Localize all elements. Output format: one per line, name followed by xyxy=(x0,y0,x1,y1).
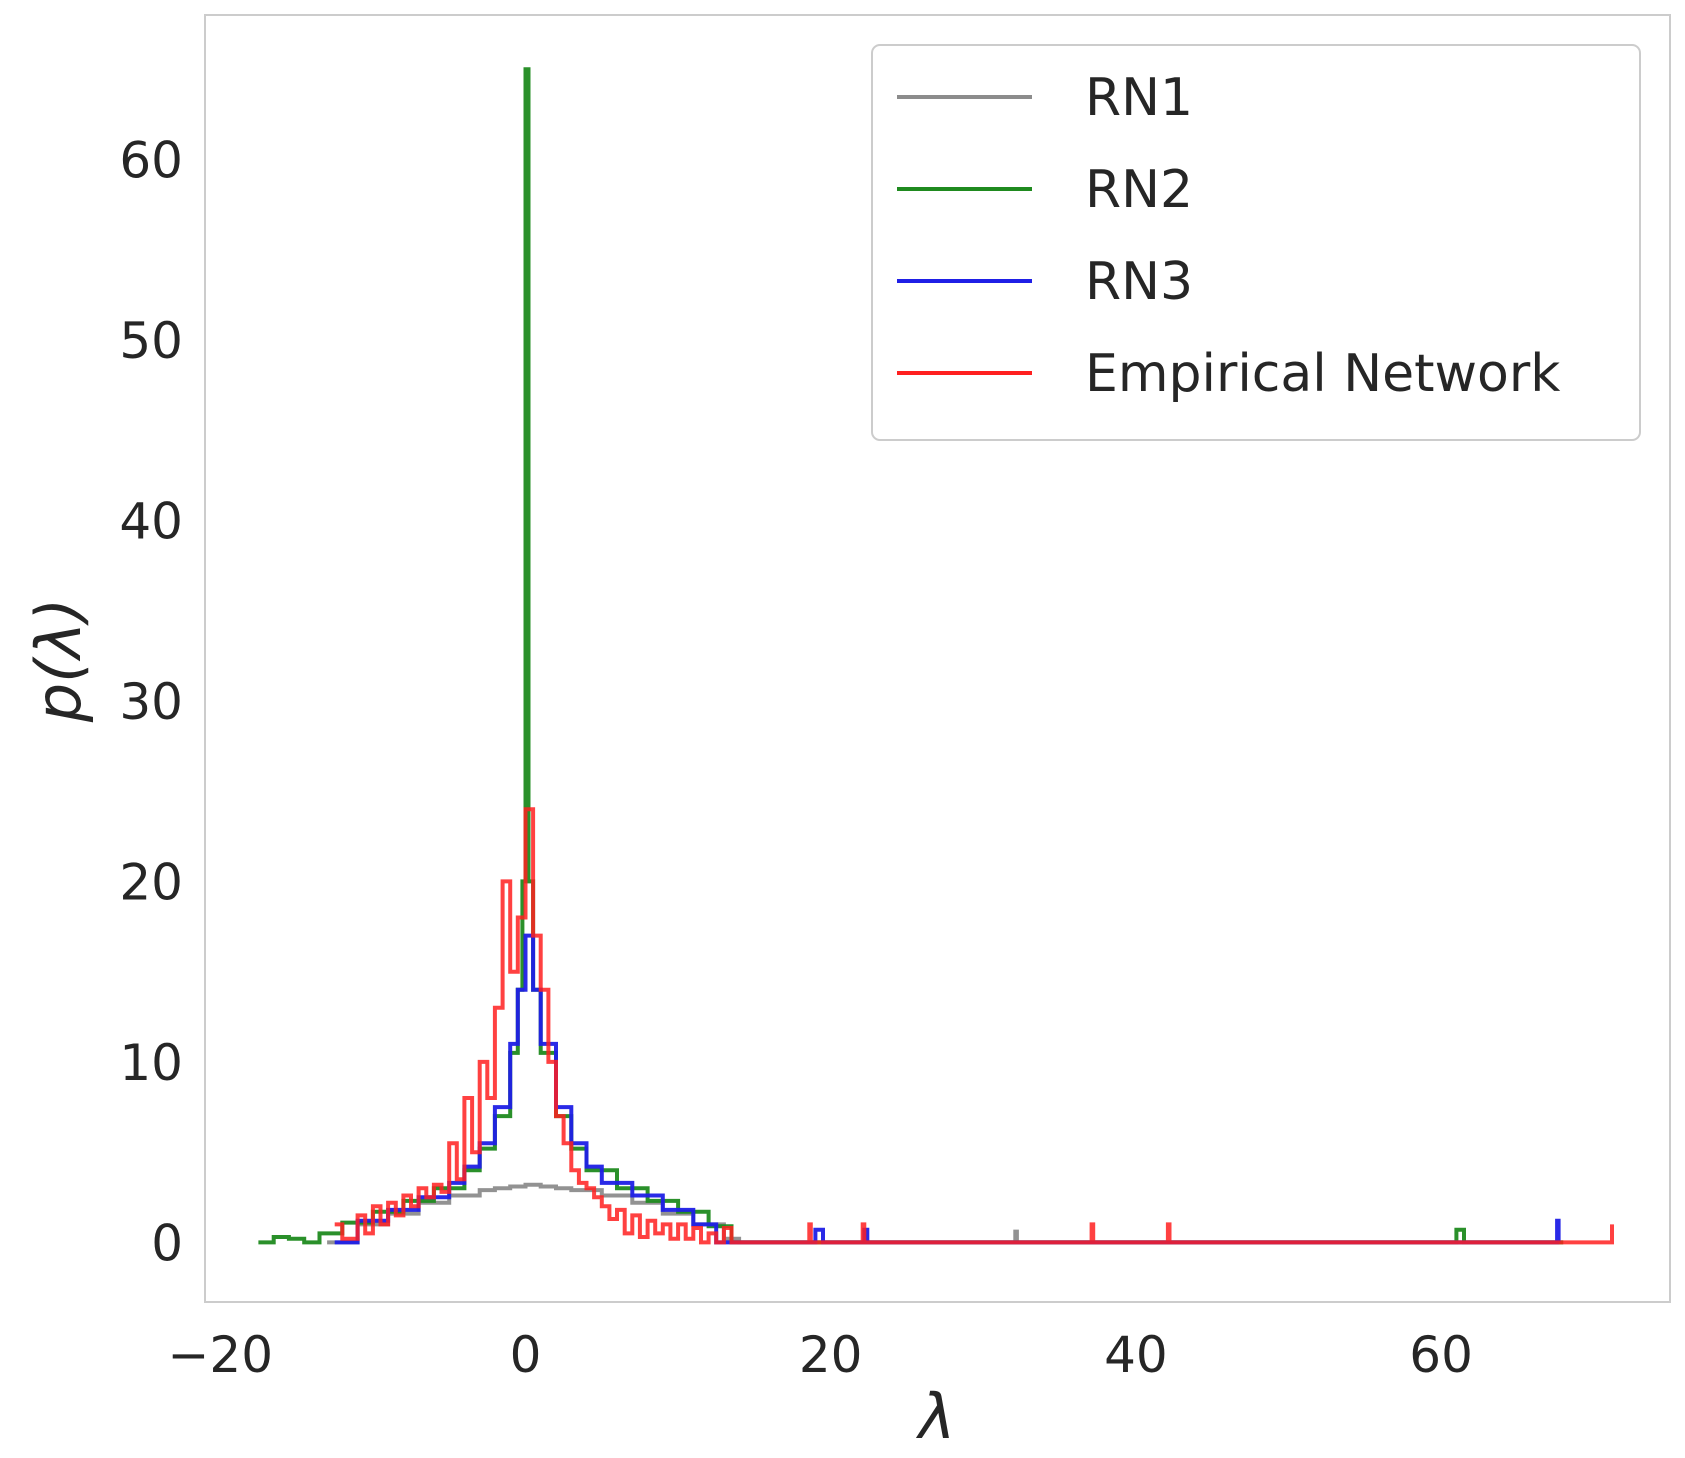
legend-label: RN3 xyxy=(1085,252,1193,312)
series-layer xyxy=(258,67,1614,1245)
legend-frame xyxy=(871,44,1641,441)
y-tick-label: 30 xyxy=(119,673,183,731)
y-tick-label: 0 xyxy=(151,1214,183,1272)
x-axis-label: λ xyxy=(916,1380,956,1453)
series-line-empirical-network xyxy=(334,807,1614,1245)
y-tick-label: 10 xyxy=(119,1034,183,1092)
y-tick-label: 40 xyxy=(119,492,183,550)
legend-label: RN2 xyxy=(1085,160,1193,220)
x-tick-label: −20 xyxy=(168,1326,274,1384)
series-line-rn1 xyxy=(327,1182,1564,1245)
y-tick-labels: 0 10 20 30 40 50 60 xyxy=(119,131,183,1272)
y-tick-label: 20 xyxy=(119,853,183,911)
x-tick-label: 60 xyxy=(1409,1326,1473,1384)
y-tick-label: 60 xyxy=(119,131,183,189)
x-tick-label: 20 xyxy=(799,1326,863,1384)
x-tick-labels: −20 0 20 40 60 xyxy=(168,1326,1473,1384)
legend-label: Empirical Network xyxy=(1085,344,1560,404)
y-axis-label: p(λ) xyxy=(22,598,95,723)
x-tick-label: 40 xyxy=(1104,1326,1168,1384)
legend-label: RN1 xyxy=(1085,68,1193,128)
x-tick-label: 0 xyxy=(510,1326,542,1384)
legend: RN1 RN2 RN3 Empirical Network xyxy=(871,44,1641,441)
y-tick-label: 50 xyxy=(119,312,183,370)
legend-entries: RN1 RN2 RN3 Empirical Network xyxy=(897,68,1560,404)
